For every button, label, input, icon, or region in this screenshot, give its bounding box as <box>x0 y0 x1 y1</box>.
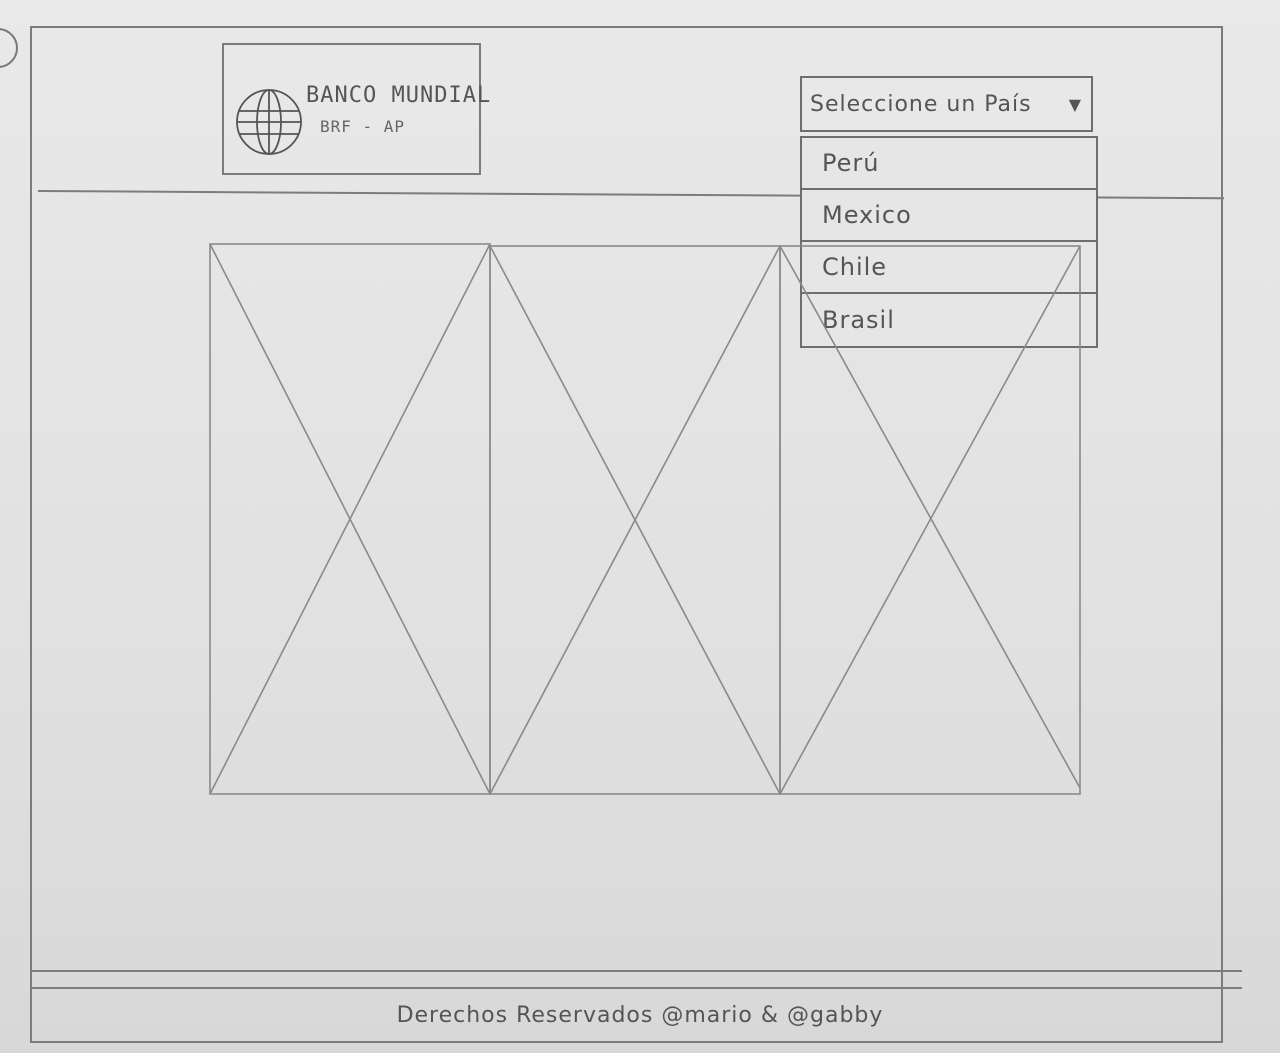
footer-divider-bottom <box>30 987 1242 989</box>
image-placeholder-1[interactable] <box>209 243 491 795</box>
country-select[interactable]: Seleccione un País ▼ <box>800 76 1093 132</box>
logo-title: BANCO MUNDIAL <box>306 83 492 108</box>
binder-ring <box>0 28 18 68</box>
triangle-down-icon: ▼ <box>1068 94 1081 114</box>
dropdown-option-brasil[interactable]: Brasil <box>822 306 895 334</box>
footer-divider-top <box>30 970 1242 972</box>
globe-icon <box>236 89 302 155</box>
country-select-placeholder: Seleccione un País <box>810 91 1032 117</box>
image-gallery <box>209 243 1081 795</box>
dropdown-option-mexico[interactable]: Mexico <box>802 190 1096 242</box>
logo[interactable]: BANCO MUNDIAL BRF - AP <box>222 43 490 175</box>
image-placeholder-2[interactable] <box>489 245 781 795</box>
dropdown-option-peru[interactable]: Perú <box>802 138 1096 190</box>
country-dropdown-list: Perú Mexico Chile Brasil <box>800 136 1098 348</box>
dropdown-option-chile[interactable]: Chile <box>802 242 1096 294</box>
logo-subtitle: BRF - AP <box>320 117 406 136</box>
footer-copyright: Derechos Reservados @mario & @gabby <box>396 1003 884 1028</box>
image-placeholder-3[interactable] <box>779 245 1081 795</box>
browser-frame <box>30 26 1223 1043</box>
